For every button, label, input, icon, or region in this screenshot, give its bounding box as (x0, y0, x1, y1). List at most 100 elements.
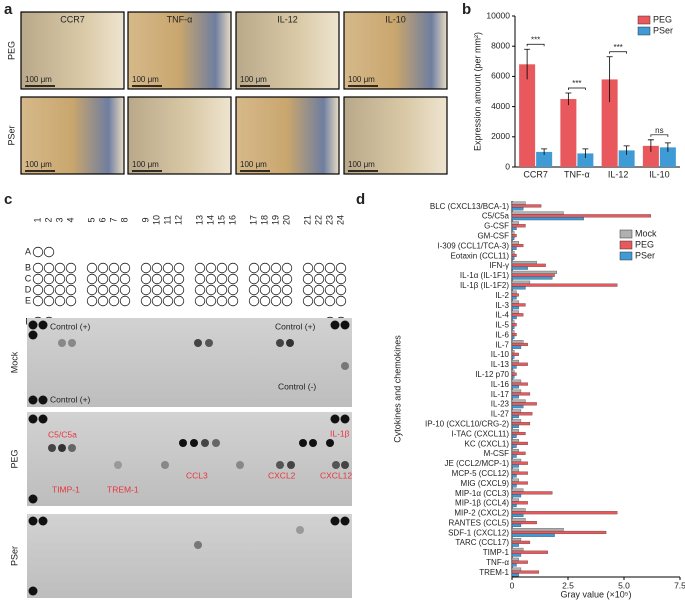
blot (27, 514, 352, 598)
bar (511, 234, 517, 238)
y-tick-label: 0 (505, 161, 510, 171)
bar (511, 221, 519, 225)
bar (511, 355, 515, 359)
blot-annotation: IL-1β (330, 428, 350, 438)
array-spot (227, 284, 239, 296)
bar (511, 320, 515, 324)
y-tick-label: 2000 (491, 131, 510, 141)
bar (511, 273, 555, 277)
bar (511, 325, 515, 330)
panel-label: d (356, 191, 365, 208)
scale-bar-label: 100 μm (240, 160, 267, 169)
x-tick-label: 0 (510, 580, 515, 590)
reference-spot (28, 320, 38, 330)
significance-bracket (650, 134, 669, 137)
array-spot (270, 262, 282, 274)
y-tick-label: IL-23 (491, 400, 510, 409)
bar (511, 201, 526, 205)
x-tick-label: 7.5 (674, 580, 685, 590)
array-spot (259, 273, 271, 285)
array-spot (335, 295, 347, 307)
bar (511, 478, 519, 482)
x-tick-label: 2.5 (562, 580, 574, 590)
bar (511, 266, 528, 270)
array-spot (162, 262, 174, 274)
array-spot (173, 273, 185, 285)
array-spot (335, 273, 347, 285)
y-tick-label: 10000 (486, 10, 510, 20)
spot (299, 439, 307, 447)
scale-bar-label: 100 μm (348, 160, 375, 169)
bar (511, 405, 524, 409)
array-spot (313, 284, 325, 296)
error-bar (623, 145, 630, 155)
bar (511, 504, 517, 508)
array-spot (108, 284, 120, 296)
bar (618, 150, 635, 167)
x-tick-label: IL-12 (608, 169, 629, 179)
array-spot (173, 262, 185, 274)
legend-swatch (637, 15, 651, 25)
scale-bar-label: 100 μm (132, 75, 159, 84)
y-tick-label: MCP-5 (CCL12) (452, 469, 510, 478)
bar (511, 352, 519, 356)
legend-label: PEG (653, 14, 672, 24)
bar (511, 461, 528, 465)
row-letter: A (25, 246, 31, 256)
column-number: 23 (324, 215, 334, 225)
array-spot (32, 295, 44, 307)
y-tick-label: IL-3 (495, 301, 509, 310)
bar (511, 392, 531, 396)
bar (511, 214, 652, 218)
row-letter: C (25, 273, 32, 283)
spot (205, 339, 213, 347)
array-spot (108, 273, 120, 285)
array-spot (97, 262, 109, 274)
array-spot (140, 273, 152, 285)
y-tick-label: TARC (CCL17) (455, 538, 509, 547)
bar (511, 563, 517, 567)
bar (511, 226, 517, 231)
array-spot (216, 295, 228, 307)
error-bar (524, 48, 531, 80)
y-tick-label: G-CSF (484, 222, 509, 231)
array-spot (43, 295, 55, 307)
bar (511, 454, 517, 458)
y-tick-label: 6000 (491, 71, 510, 81)
reference-spot (340, 516, 350, 526)
reference-spot (28, 395, 38, 405)
error-bar (606, 56, 613, 103)
reference-spot (28, 494, 38, 504)
bar (511, 323, 517, 327)
bar (511, 241, 519, 245)
array-spot (65, 295, 77, 307)
bar (511, 573, 519, 577)
spot (179, 439, 187, 447)
array-spot (313, 273, 325, 285)
array-spot (302, 262, 314, 274)
spot (341, 362, 349, 370)
reference-spot (38, 395, 48, 405)
bar (511, 365, 517, 369)
column-number: 8 (119, 217, 129, 222)
bar (511, 547, 524, 552)
panel-label: b (462, 1, 471, 18)
legend-label: Mock (635, 228, 657, 238)
array-spot (119, 295, 131, 307)
reference-spot (28, 414, 38, 424)
column-number: 1 (32, 217, 42, 222)
array-spot (162, 273, 174, 285)
bar (519, 64, 536, 167)
bar (511, 414, 519, 419)
array-spot (259, 295, 271, 307)
array-spot (270, 273, 282, 285)
bar (511, 488, 524, 492)
spot (114, 461, 122, 469)
blot (27, 412, 352, 506)
array-spot (54, 273, 66, 285)
bar (511, 444, 517, 448)
column-number: 20 (281, 215, 291, 225)
column-label: IL-12 (277, 14, 298, 24)
y-tick-label: MIP-2 (CXCL2) (454, 509, 509, 518)
array-spot (205, 284, 217, 296)
